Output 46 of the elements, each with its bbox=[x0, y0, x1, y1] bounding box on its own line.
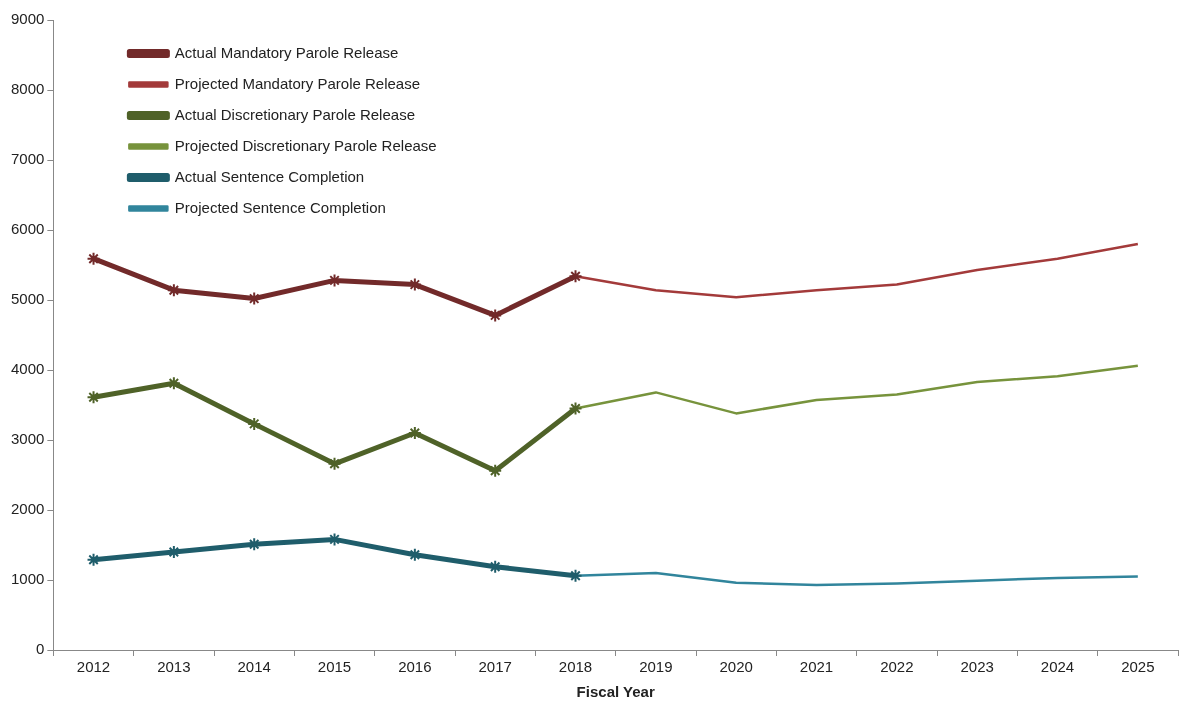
legend-label: Actual Discretionary Parole Release bbox=[174, 105, 415, 123]
y-tick-label: 3000 bbox=[10, 430, 45, 448]
y-tick-label: 0 bbox=[36, 640, 45, 658]
x-axis-title: Fiscal Year bbox=[576, 683, 655, 701]
point bbox=[327, 456, 342, 471]
x-tick-label: 2023 bbox=[960, 658, 994, 676]
point bbox=[488, 463, 503, 478]
point bbox=[488, 308, 503, 323]
legend-label: Actual Mandatory Parole Release bbox=[174, 43, 399, 61]
x-tick-label: 2024 bbox=[1040, 658, 1075, 676]
y-tick-label: 7000 bbox=[10, 150, 45, 168]
y-tick-label: 1000 bbox=[10, 570, 45, 588]
point bbox=[407, 426, 422, 440]
legend-label: Projected Sentence Completion bbox=[174, 198, 386, 216]
x-tick-label: 2016 bbox=[398, 658, 432, 676]
point bbox=[568, 269, 583, 284]
y-tick-label: 8000 bbox=[10, 80, 45, 98]
y-tick-label: 9000 bbox=[10, 10, 45, 28]
x-tick-label: 2018 bbox=[558, 658, 593, 676]
x-tick-label: 2014 bbox=[237, 658, 271, 676]
point bbox=[568, 401, 583, 416]
point bbox=[86, 251, 101, 266]
legend-label: Projected Discretionary Parole Release bbox=[174, 136, 437, 154]
x-tick-label: 2025 bbox=[1121, 658, 1155, 676]
y-tick-label: 6000 bbox=[10, 220, 45, 238]
point bbox=[327, 532, 342, 547]
point bbox=[247, 291, 262, 306]
x-tick-label: 2019 bbox=[639, 658, 673, 676]
x-tick-label: 2020 bbox=[719, 658, 753, 676]
point bbox=[86, 552, 101, 567]
x-tick-label: 2022 bbox=[880, 658, 914, 676]
x-tick-label: 2021 bbox=[799, 658, 834, 676]
y-tick-label: 5000 bbox=[10, 290, 45, 308]
point bbox=[166, 283, 181, 298]
x-tick-label: 2013 bbox=[157, 658, 191, 676]
point bbox=[247, 416, 262, 431]
point bbox=[327, 273, 342, 288]
x-tick-label: 2015 bbox=[317, 658, 352, 676]
x-tick-label: 2012 bbox=[76, 658, 111, 676]
point bbox=[86, 390, 101, 405]
x-tick-label: 2017 bbox=[478, 658, 512, 676]
legend-label: Projected Mandatory Parole Release bbox=[174, 74, 421, 92]
legend-label: Actual Sentence Completion bbox=[174, 167, 365, 185]
y-tick-label: 4000 bbox=[10, 360, 45, 378]
point bbox=[568, 568, 583, 583]
y-tick-label: 2000 bbox=[10, 500, 45, 518]
